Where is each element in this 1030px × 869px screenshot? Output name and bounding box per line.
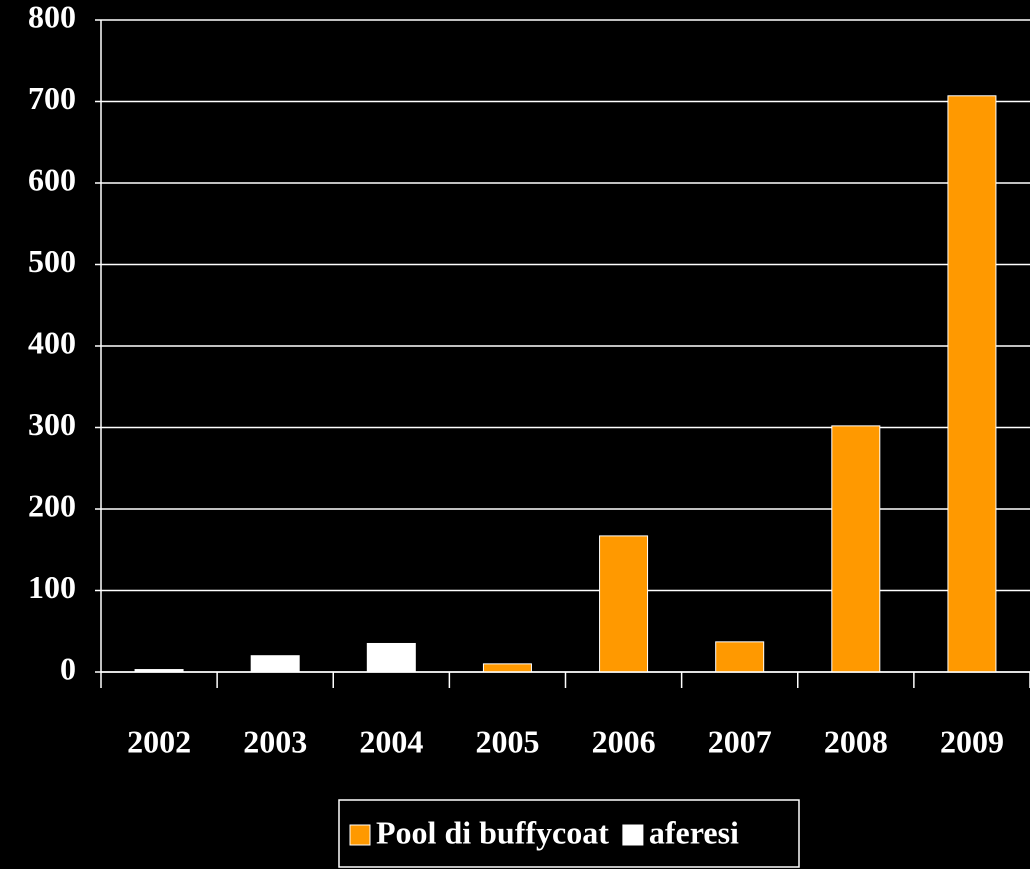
x-tick-label: 2004 [359, 723, 423, 759]
bar [482, 663, 532, 673]
bar [366, 642, 416, 673]
bar [599, 535, 649, 673]
legend-label: aferesi [649, 814, 739, 850]
bar [831, 425, 881, 673]
legend-swatch [349, 824, 371, 846]
x-tick-label: 2008 [824, 723, 888, 759]
y-tick-label: 600 [28, 161, 76, 197]
y-tick-label: 300 [28, 406, 76, 442]
legend-swatch [622, 824, 644, 846]
x-tick-label: 2006 [592, 723, 656, 759]
x-tick-label: 2002 [127, 723, 191, 759]
bar [947, 95, 997, 673]
y-tick-label: 400 [28, 324, 76, 360]
y-tick-label: 700 [28, 80, 76, 116]
y-tick-label: 100 [28, 569, 76, 605]
bar [250, 655, 300, 673]
x-tick-label: 2007 [708, 723, 772, 759]
x-tick-label: 2005 [475, 723, 539, 759]
legend-box [338, 799, 800, 868]
y-tick-label: 200 [28, 487, 76, 523]
y-tick-label: 0 [60, 650, 76, 686]
y-tick-label: 800 [28, 0, 76, 34]
x-tick-label: 2003 [243, 723, 307, 759]
bar [715, 641, 765, 673]
legend-label: Pool di buffycoat [376, 814, 609, 850]
y-tick-label: 500 [28, 243, 76, 279]
x-tick-label: 2009 [940, 723, 1004, 759]
